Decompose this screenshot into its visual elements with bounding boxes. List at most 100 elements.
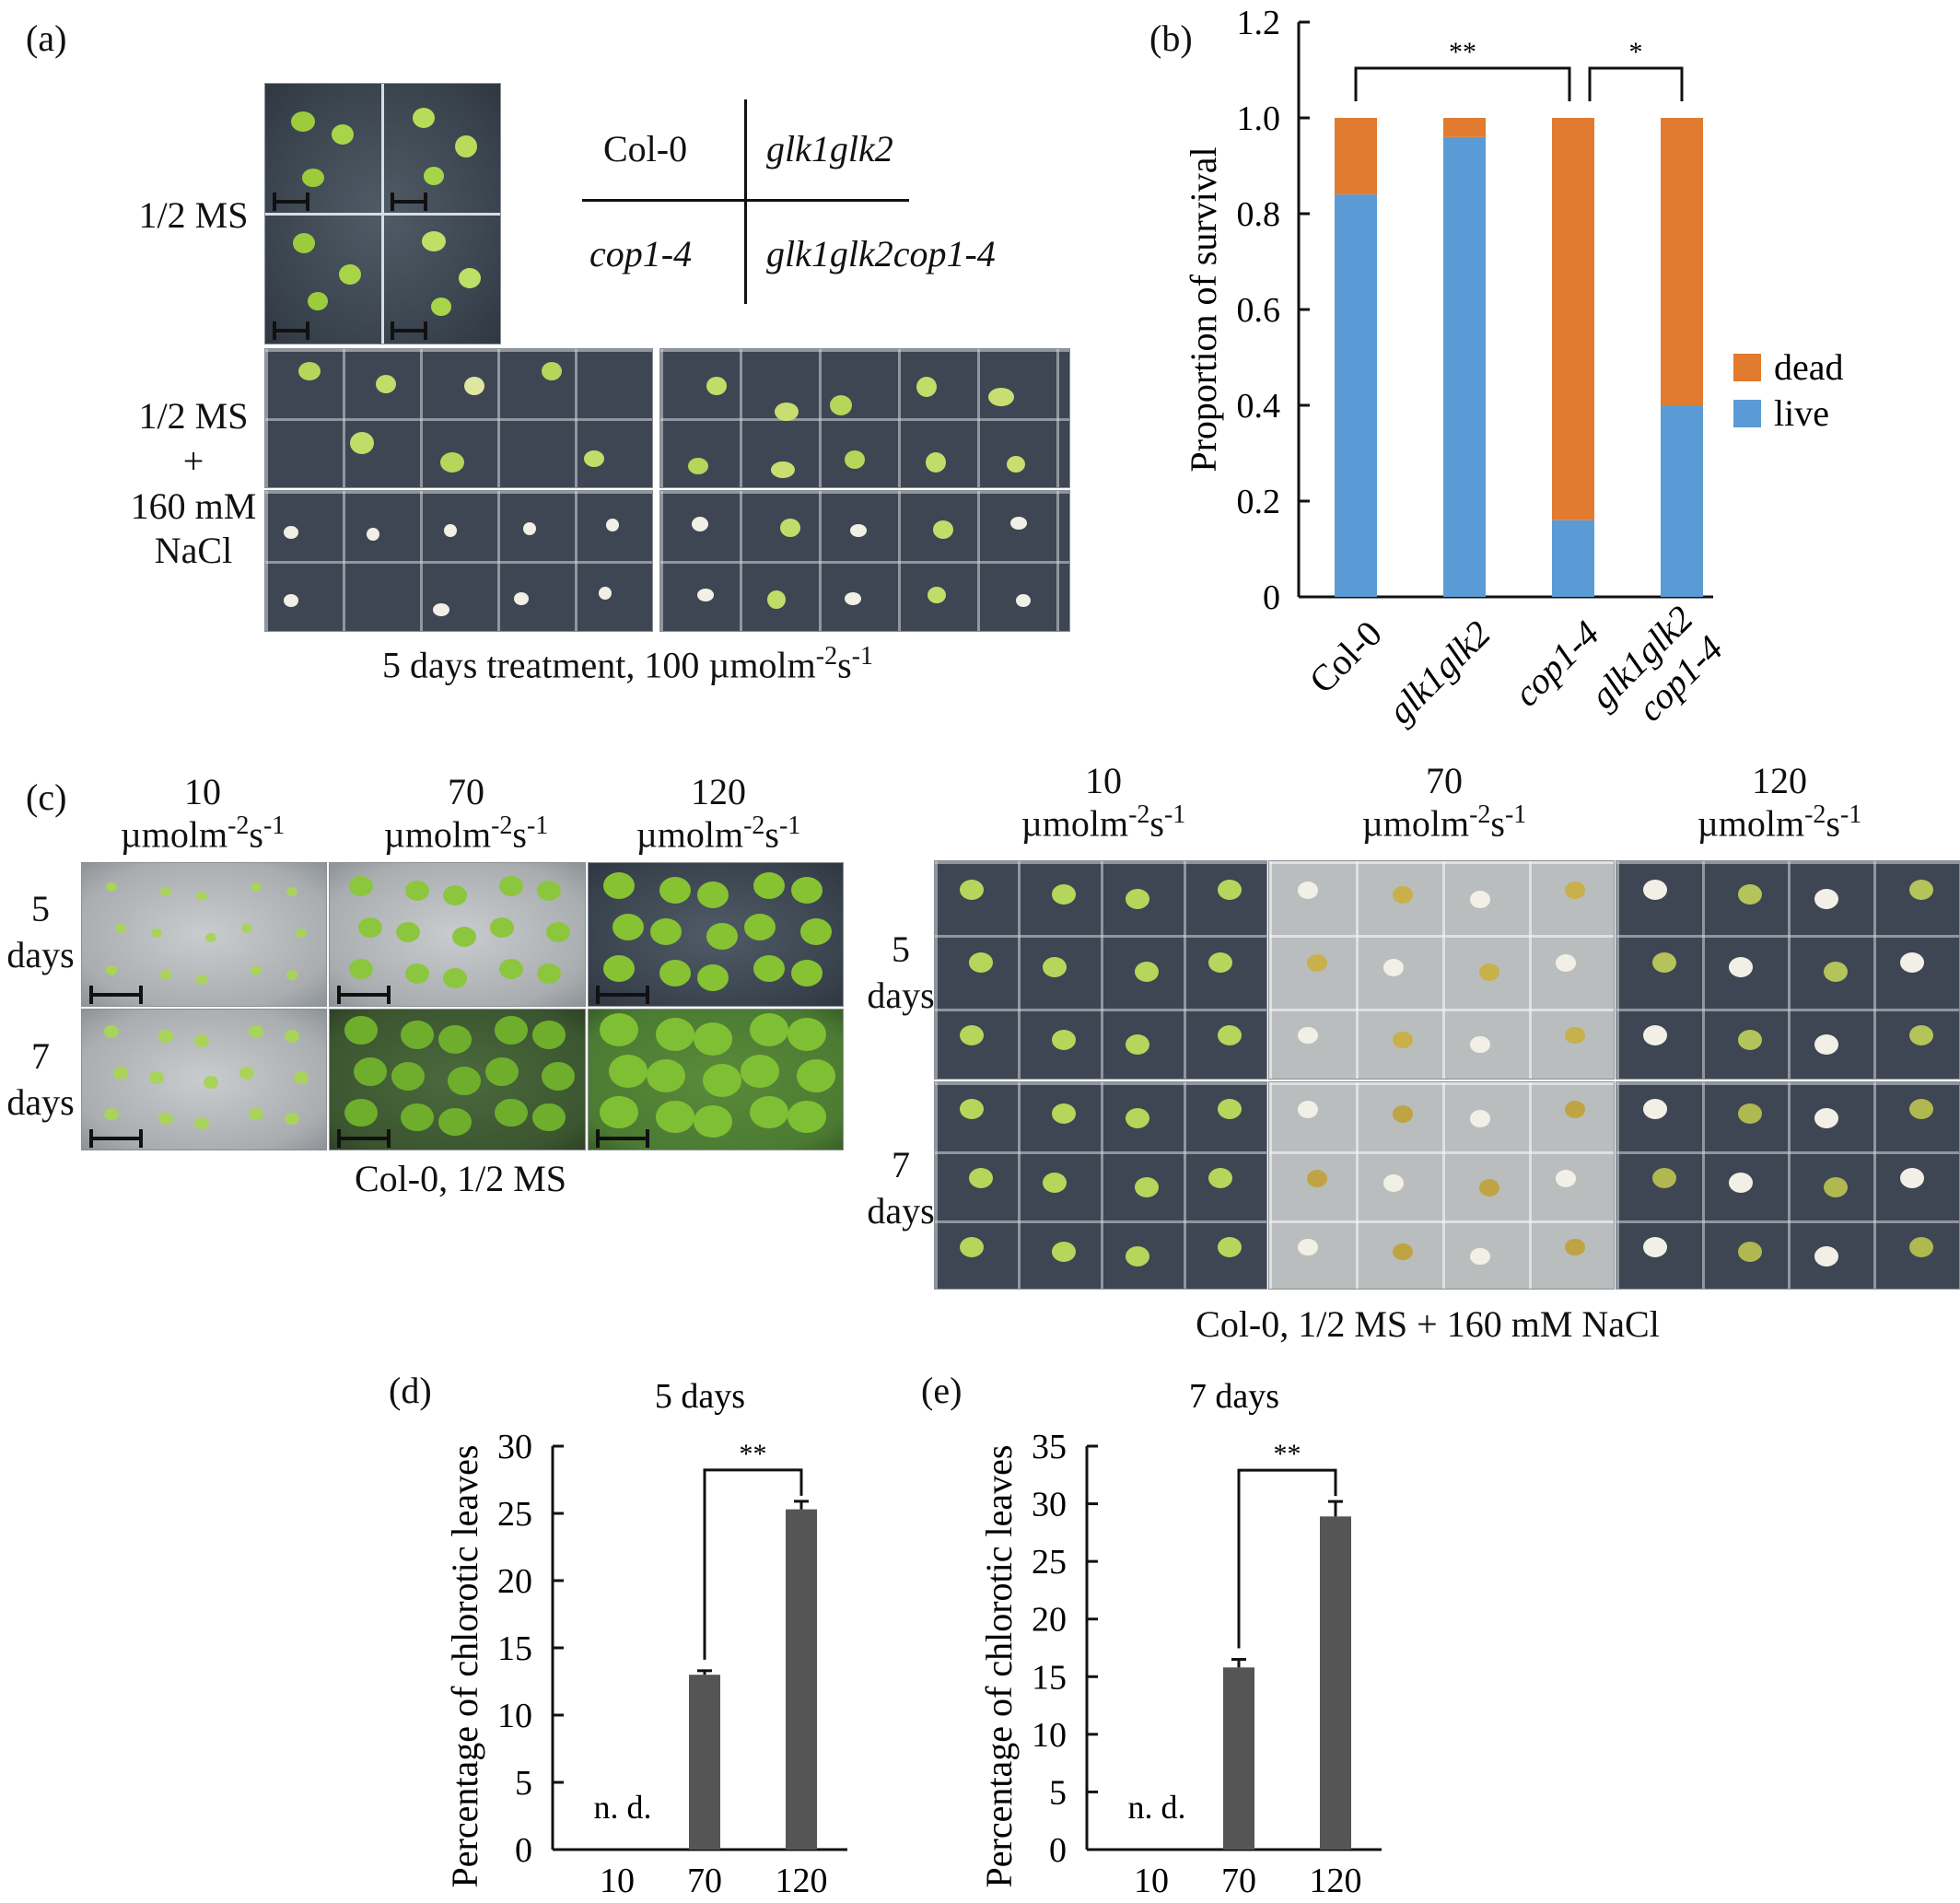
- panel-c-right-light-10: 10 µmolm-2s-1: [965, 761, 1242, 844]
- genotype-col0: Col-0: [603, 128, 688, 169]
- panel-a-row-label-nacl: 1/2 MS + 160 mM NaCl: [120, 394, 267, 574]
- seedling: [248, 1107, 263, 1121]
- panel-c-right-light-70: 70 µmolm-2s-1: [1306, 761, 1582, 844]
- light-unit-text: s: [1826, 802, 1840, 845]
- seedling: [158, 1030, 173, 1043]
- light-unit-text: s: [249, 813, 263, 856]
- seedling: [284, 594, 298, 607]
- seedling: [114, 924, 126, 934]
- seedling: [752, 955, 785, 983]
- panel-a-nacl-photo-glk1glk2cop1-4: [659, 490, 1070, 632]
- seedling: [1908, 1236, 1933, 1257]
- seedling: [850, 524, 867, 537]
- caption-text: s: [837, 644, 852, 686]
- panel-c-left-row-5days: 5 days: [0, 886, 81, 978]
- significance-bracket: [1354, 66, 1571, 101]
- genotype-glk1glk2: glk1glk2: [766, 128, 893, 169]
- seedling: [484, 1057, 519, 1086]
- light-unit-sup: -1: [526, 811, 549, 840]
- seedling: [404, 880, 429, 901]
- light-unit-sup: -1: [1163, 800, 1186, 829]
- seedling: [150, 928, 162, 939]
- scale-bar: [337, 986, 391, 1004]
- seedling: [1737, 884, 1762, 905]
- scale-bar: [337, 1129, 391, 1148]
- seedling: [459, 268, 481, 288]
- seedling: [422, 231, 446, 251]
- seedling: [348, 959, 373, 980]
- x-tick-label: glk1glk2: [1380, 613, 1499, 731]
- seedling: [1393, 1105, 1414, 1124]
- light-unit-sup: -1: [778, 811, 801, 840]
- seedling: [830, 395, 852, 415]
- panel-a-nacl-photo-col0: [264, 348, 653, 488]
- nacl-line-1: 1/2 MS: [138, 395, 249, 437]
- seedling: [105, 881, 117, 892]
- seedling: [350, 432, 374, 454]
- y-tick-label: 35: [1032, 1428, 1067, 1466]
- seedling: [960, 1099, 984, 1120]
- x-tick-label: 70: [687, 1862, 722, 1897]
- panel-c-right-row-7days: 7 days: [855, 1142, 947, 1234]
- light-unit-text: µmolm: [1361, 802, 1470, 845]
- light-value: 120: [1752, 760, 1807, 801]
- seedling: [424, 167, 444, 185]
- seedling: [344, 1098, 378, 1127]
- seedling: [286, 970, 298, 980]
- light-unit-text: s: [764, 813, 779, 856]
- seedling: [749, 1013, 788, 1047]
- photo-nacl-120-5d: [1616, 860, 1960, 1080]
- x-tick-label: 120: [776, 1862, 828, 1897]
- seedling: [440, 452, 464, 473]
- seedling: [250, 881, 262, 892]
- seedling: [1297, 881, 1318, 900]
- seedling: [248, 1025, 263, 1038]
- seedling: [433, 603, 449, 616]
- seedling: [431, 298, 451, 316]
- light-unit: µmolm-2s-1: [1306, 800, 1582, 845]
- seedling: [933, 520, 953, 539]
- seedling: [1728, 1173, 1753, 1194]
- y-tick-label: 5: [515, 1764, 532, 1803]
- bar-dead: [1335, 118, 1377, 195]
- seedling: [523, 522, 536, 535]
- seedling: [688, 458, 708, 474]
- y-tick-label: 10: [1032, 1716, 1067, 1755]
- bar-live: [1552, 520, 1594, 597]
- seedling: [1565, 881, 1586, 900]
- y-tick-label: 1.2: [1237, 4, 1281, 42]
- seedling: [1728, 957, 1753, 978]
- light-value: 70: [1426, 760, 1463, 801]
- seedling: [284, 1112, 299, 1126]
- seedling: [926, 452, 946, 473]
- seedling: [1393, 886, 1414, 905]
- not-detected-label: n. d.: [594, 1789, 652, 1826]
- seedling: [659, 876, 691, 904]
- photo-nacl-70-5d: [1268, 860, 1615, 1080]
- seedling: [442, 968, 467, 989]
- seedling: [1642, 1099, 1667, 1120]
- bar-dead: [1443, 118, 1486, 137]
- seedling: [1208, 952, 1232, 974]
- x-tick-label: glk1glk2cop1-4: [1581, 598, 1731, 730]
- seedling: [602, 955, 635, 983]
- seedling: [1642, 1024, 1667, 1045]
- significance-label: **: [1449, 37, 1476, 67]
- light-unit: µmolm-2s-1: [965, 800, 1242, 844]
- seedling: [1642, 1236, 1667, 1257]
- chart-title: 5 days: [655, 1377, 745, 1416]
- seedling: [584, 450, 604, 467]
- light-unit: µmolm-2s-1: [337, 811, 595, 855]
- seedling: [442, 884, 467, 905]
- seedling: [969, 952, 993, 974]
- chart-title: 7 days: [1189, 1377, 1279, 1416]
- seedling: [1737, 1029, 1762, 1050]
- y-tick-label: 20: [1032, 1601, 1067, 1640]
- seedling: [916, 377, 937, 397]
- seedling: [531, 1021, 566, 1049]
- seedling: [646, 1059, 685, 1092]
- light-unit-sup: -1: [1839, 800, 1862, 829]
- seedling: [1737, 1103, 1762, 1125]
- y-tick-label: 0.8: [1237, 195, 1281, 234]
- significance-bracket: [1588, 66, 1684, 101]
